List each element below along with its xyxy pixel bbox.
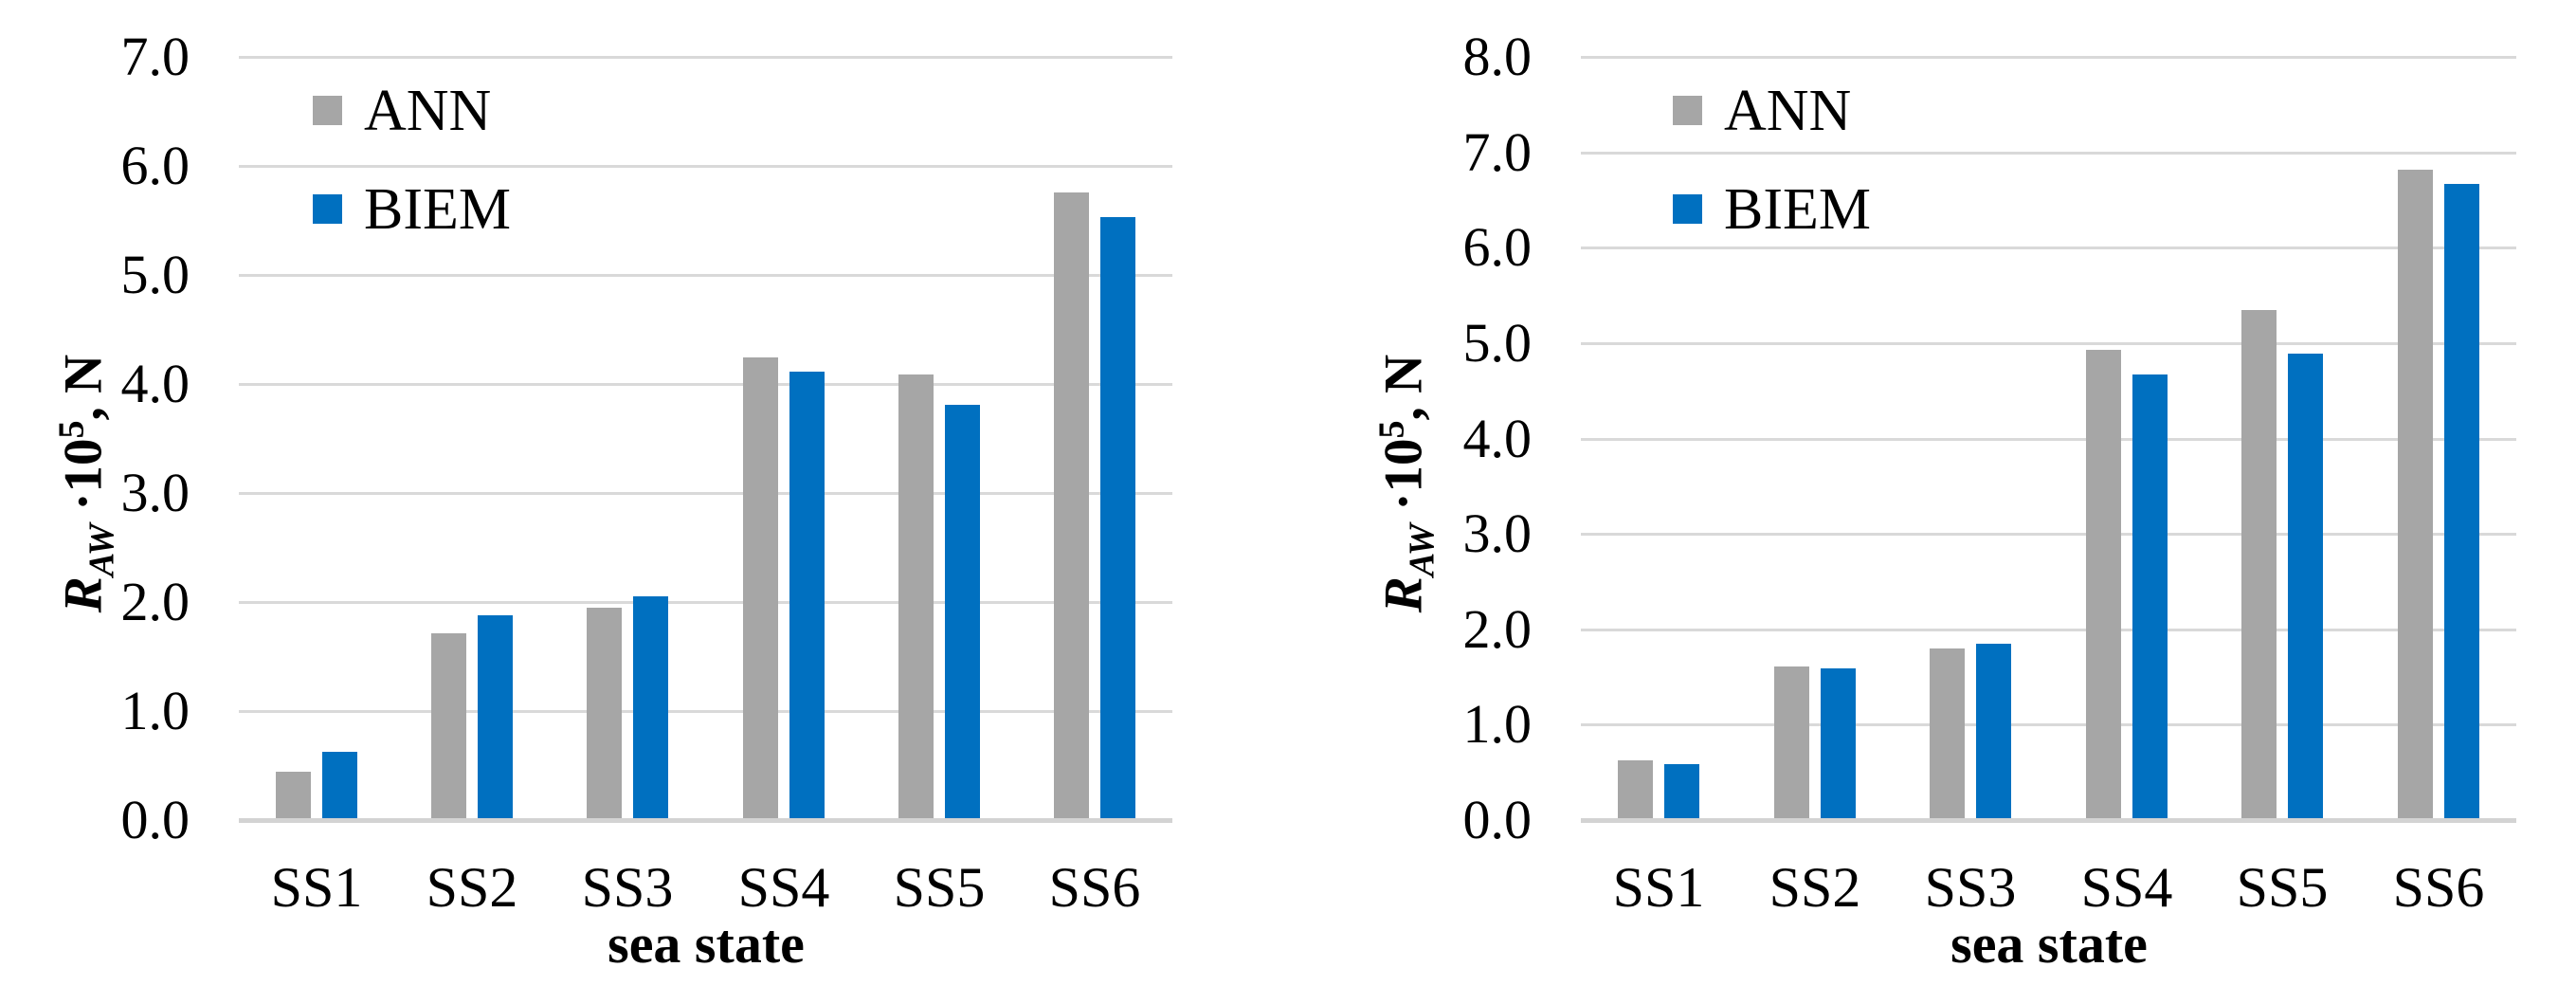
gridline <box>1581 629 2516 631</box>
legend-swatch-biem-icon <box>1673 194 1702 224</box>
gridline <box>239 56 1172 59</box>
legend-label-biem: BIEM <box>1724 177 1871 242</box>
gridline <box>1581 533 2516 536</box>
bar-biem-ss5 <box>2288 354 2323 820</box>
y-axis-tick-label: 2.0 <box>120 571 190 632</box>
x-axis-line <box>1581 818 2516 823</box>
y-axis-title-symbol: R <box>53 576 114 613</box>
y-axis-title-subscript: AW <box>82 523 122 577</box>
y-axis-title-unit: , N <box>1373 354 1434 421</box>
gridline <box>1581 723 2516 726</box>
legend-label-ann: ANN <box>364 79 492 143</box>
bar-ann-ss6 <box>1054 192 1089 820</box>
bar-biem-ss4 <box>2132 374 2168 820</box>
y-axis-tick-label: 5.0 <box>120 244 190 305</box>
y-axis-tick-label: 8.0 <box>1462 26 1533 87</box>
x-category-label: SS5 <box>2236 856 2329 919</box>
x-category-label: SS2 <box>426 856 518 919</box>
legend-swatch-ann-icon <box>1673 96 1702 125</box>
y-axis-title-multiplier: ·10 <box>1373 438 1434 511</box>
gridline <box>239 601 1172 604</box>
x-category-label: SS1 <box>270 856 363 919</box>
bar-ann-ss5 <box>2241 310 2277 820</box>
bar-biem-ss2 <box>478 615 513 820</box>
y-axis-title: RAW ·105, N <box>1371 354 1442 613</box>
y-axis-tick-label: 6.0 <box>1462 216 1533 278</box>
y-axis-tick-label: 1.0 <box>120 680 190 741</box>
y-axis-title-multiplier: ·10 <box>53 438 114 511</box>
bar-ann-ss1 <box>1618 760 1653 820</box>
gridline <box>1581 342 2516 345</box>
gridline <box>239 492 1172 495</box>
x-category-label: SS1 <box>1612 856 1705 919</box>
x-category-label: SS4 <box>2080 856 2173 919</box>
gridline <box>239 383 1172 386</box>
bar-ann-ss3 <box>1930 648 1965 820</box>
y-axis-tick-label: 3.0 <box>120 462 190 523</box>
bar-ann-ss2 <box>1774 666 1809 820</box>
bar-biem-ss1 <box>322 752 357 820</box>
y-axis-title-exponent: 5 <box>51 420 92 439</box>
y-axis-tick-label: 4.0 <box>120 353 190 414</box>
x-category-label: SS3 <box>581 856 674 919</box>
bar-ann-ss3 <box>587 608 622 820</box>
y-axis-title-symbol: R <box>1373 576 1434 613</box>
bar-ann-ss4 <box>2086 350 2121 820</box>
y-axis-title-unit: , N <box>53 354 114 421</box>
gridline <box>1581 56 2516 59</box>
y-axis-tick-label: 0.0 <box>1462 789 1533 850</box>
bar-biem-ss4 <box>789 372 825 820</box>
x-category-label: SS6 <box>1048 856 1141 919</box>
bar-ann-ss2 <box>431 633 466 820</box>
gridline <box>239 710 1172 713</box>
bar-biem-ss6 <box>1100 217 1135 820</box>
y-axis-tick-label: 5.0 <box>1462 312 1533 374</box>
legend-label-ann: ANN <box>1724 79 1852 143</box>
bar-ann-ss4 <box>743 357 778 820</box>
bar-ann-ss5 <box>898 374 934 820</box>
y-axis-tick-label: 1.0 <box>1462 693 1533 755</box>
x-axis-title: sea state <box>608 913 805 975</box>
legend-swatch-ann-icon <box>313 96 342 125</box>
bar-ann-ss6 <box>2398 170 2433 820</box>
x-axis-title: sea state <box>1950 913 2148 975</box>
legend-swatch-biem-icon <box>313 194 342 224</box>
gridline <box>239 165 1172 168</box>
y-axis-tick-label: 7.0 <box>1462 121 1533 183</box>
bar-ann-ss1 <box>276 772 311 820</box>
y-axis-title-subscript: AW <box>1402 523 1442 577</box>
legend-label-biem: BIEM <box>364 177 511 242</box>
bar-biem-ss3 <box>633 596 668 820</box>
y-axis-tick-label: 2.0 <box>1462 598 1533 660</box>
x-category-label: SS2 <box>1769 856 1861 919</box>
gridline <box>1581 152 2516 155</box>
y-axis-title: RAW ·105, N <box>51 354 122 613</box>
y-axis-tick-label: 7.0 <box>120 26 190 87</box>
x-axis-line <box>239 818 1172 823</box>
y-axis-tick-label: 4.0 <box>1462 408 1533 469</box>
x-category-label: SS4 <box>737 856 830 919</box>
gridline <box>1581 438 2516 441</box>
bar-biem-ss2 <box>1821 668 1856 820</box>
bar-biem-ss5 <box>945 405 980 820</box>
y-axis-title-exponent: 5 <box>1371 420 1412 439</box>
x-category-label: SS3 <box>1924 856 2017 919</box>
bar-biem-ss3 <box>1976 644 2011 820</box>
x-category-label: SS5 <box>893 856 986 919</box>
y-axis-tick-label: 0.0 <box>120 789 190 850</box>
y-axis-tick-label: 6.0 <box>120 135 190 196</box>
x-category-label: SS6 <box>2392 856 2485 919</box>
bar-biem-ss6 <box>2444 184 2479 820</box>
gridline <box>1581 246 2516 249</box>
gridline <box>239 274 1172 277</box>
y-axis-tick-label: 3.0 <box>1462 502 1533 564</box>
bar-biem-ss1 <box>1664 764 1699 820</box>
